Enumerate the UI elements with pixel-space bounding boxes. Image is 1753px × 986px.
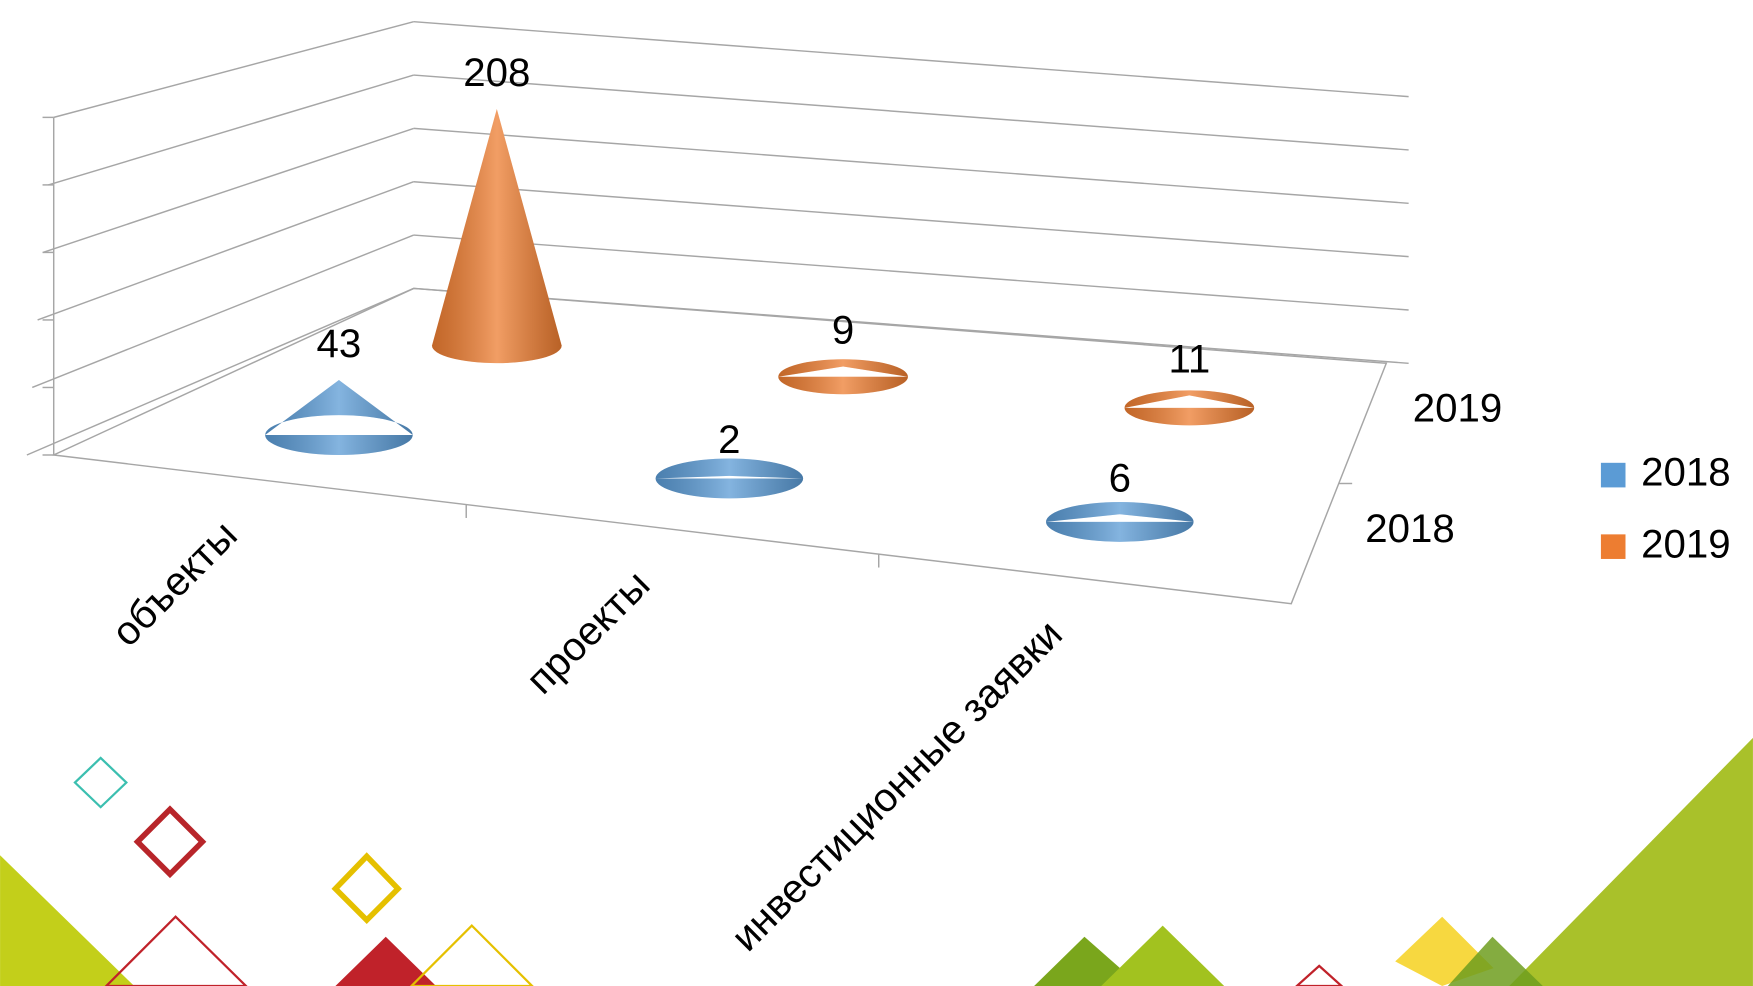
legend-label: 2018 <box>1641 450 1731 495</box>
cone-shade <box>265 380 413 455</box>
x-tick-label: инвестиционные заявки <box>722 611 1071 960</box>
legend-swatch <box>1600 534 1626 559</box>
grid-line <box>53 21 414 119</box>
cone-shade <box>1124 390 1255 426</box>
x-tick-label: проекты <box>517 562 658 703</box>
data-label: 2 <box>718 417 740 462</box>
cone-shade <box>431 108 562 364</box>
x-tick-label: объекты <box>103 512 246 655</box>
cone-shade <box>778 359 908 395</box>
grid-line <box>37 181 414 321</box>
plot: 208 9 11 43 2 6 объекты проекты инвестиционные з… <box>26 20 1731 960</box>
grid-line <box>42 127 414 254</box>
grid-line <box>413 234 1409 311</box>
grid-line <box>413 20 1409 98</box>
data-label: 208 <box>463 50 530 95</box>
grid-line <box>413 181 1409 258</box>
cone-shade <box>655 458 804 499</box>
grid-line <box>413 127 1409 205</box>
data-label: 6 <box>1109 455 1131 500</box>
grid-line <box>413 74 1409 151</box>
data-label: 11 <box>1168 336 1210 381</box>
grid-line <box>413 287 1409 365</box>
legend-label: 2019 <box>1641 521 1731 566</box>
data-label: 9 <box>832 308 854 353</box>
grid-line <box>31 234 414 389</box>
cone-shade <box>1046 501 1194 542</box>
grid-line <box>26 287 414 456</box>
data-label: 43 <box>317 321 362 366</box>
legend-swatch <box>1600 462 1626 488</box>
z-tick-label: 2019 <box>1413 386 1503 431</box>
z-tick-label: 2018 <box>1365 506 1455 551</box>
grid-line <box>48 74 414 186</box>
